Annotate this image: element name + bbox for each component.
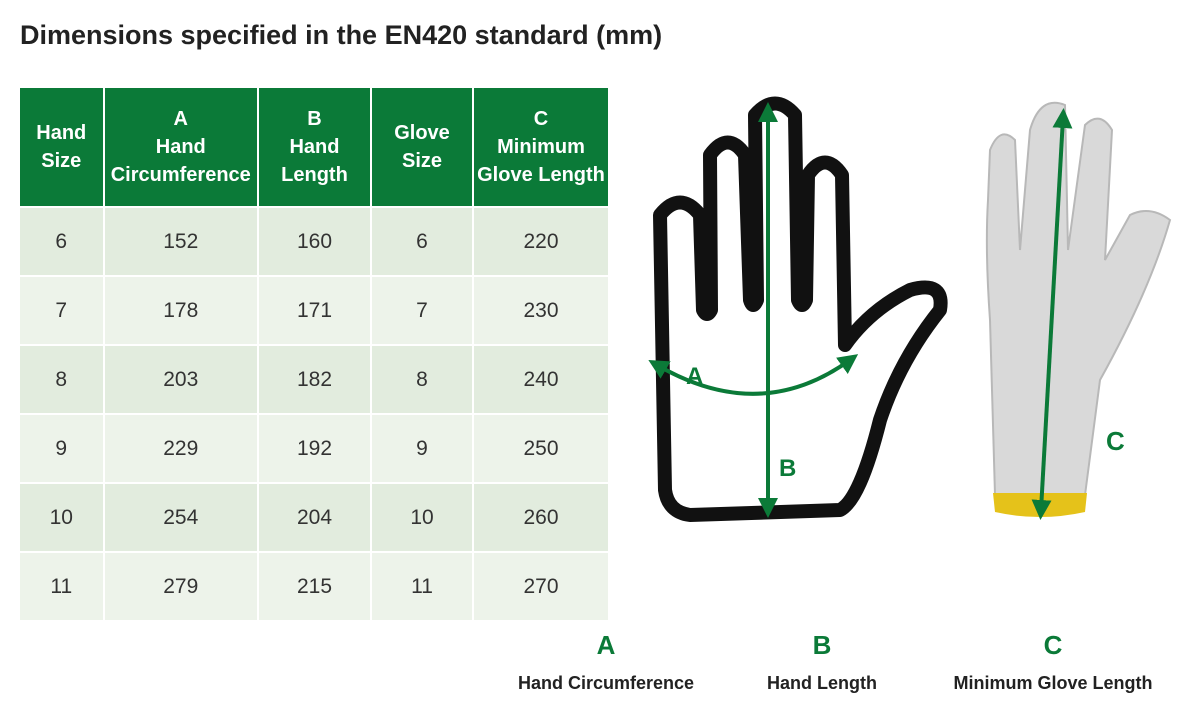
table-cell: 230 <box>472 275 608 345</box>
legend-name: Minimum Glove Length <box>953 673 1153 693</box>
header-cell: A Hand Circumference <box>102 88 258 207</box>
table-cell: 152 <box>102 206 258 276</box>
table-cell: 178 <box>102 275 258 345</box>
legend-letter: C <box>1043 630 1063 660</box>
legend-letter: A <box>596 630 616 660</box>
table-cell: 6 <box>369 206 474 276</box>
table-cell: 8 <box>20 344 104 414</box>
table-cell: 270 <box>472 551 608 620</box>
legend-item: A Hand Circumference <box>476 630 736 694</box>
table-cell: 171 <box>256 275 371 345</box>
arrow-c <box>1031 108 1073 520</box>
header-line: C <box>533 108 549 130</box>
table-cell: 260 <box>472 482 608 552</box>
table-cell: 10 <box>20 482 104 552</box>
header-row: Hand Size A Hand Circumference B Hand Length Glo… <box>20 88 608 207</box>
header-cell: Glove Size <box>369 88 474 207</box>
table-cell: 10 <box>369 482 474 552</box>
arrow-a <box>648 354 859 396</box>
label-c: C <box>1106 426 1125 456</box>
size-table: Hand Size A Hand Circumference B Hand Length Glo… <box>20 88 608 620</box>
table-row: 6 152 160 6 220 <box>20 206 608 276</box>
table-cell: 204 <box>256 482 371 552</box>
header-line: Circumference <box>110 164 251 186</box>
table-cell: 254 <box>102 482 258 552</box>
header-line: Hand <box>36 122 87 144</box>
table-row: 11 279 215 11 270 <box>20 551 608 620</box>
table-cell: 203 <box>102 344 258 414</box>
table-cell: 7 <box>369 275 474 345</box>
table-cell: 240 <box>472 344 608 414</box>
table-cell: 9 <box>20 413 104 483</box>
table-cell: 9 <box>369 413 474 483</box>
table-cell: 250 <box>472 413 608 483</box>
legend-item: C Minimum Glove Length <box>923 630 1183 694</box>
glove <box>985 101 1172 496</box>
header-line: Glove Length <box>477 164 605 186</box>
table-row: 9 229 192 9 250 <box>20 413 608 483</box>
header-line: Length <box>281 164 348 186</box>
hand-outline <box>653 96 948 522</box>
label-b: B <box>779 455 796 482</box>
header-line: Glove <box>394 122 450 144</box>
table-cell: 11 <box>369 551 474 620</box>
table-cell: 7 <box>20 275 104 345</box>
title: Dimensions specified in the EN420 standa… <box>20 20 663 50</box>
header-line: Size <box>401 150 443 172</box>
header-line: A <box>173 108 188 130</box>
header-line: Hand <box>155 136 206 158</box>
table-cell: 220 <box>472 206 608 276</box>
table-cell: 160 <box>256 206 371 276</box>
header-line: Minimum <box>497 136 585 158</box>
table-row: 8 203 182 8 240 <box>20 344 608 414</box>
legend-letter: B <box>812 630 832 660</box>
table-cell: 279 <box>102 551 258 620</box>
header-line: Hand <box>289 136 340 158</box>
header-cell: Hand Size <box>20 88 104 207</box>
legend-name: Hand Length <box>767 673 877 693</box>
table-cell: 182 <box>256 344 371 414</box>
table-cell: 6 <box>20 206 104 276</box>
header-line: B <box>307 108 322 130</box>
legend-name: Hand Circumference <box>517 673 695 693</box>
table-row: 7 178 171 7 230 <box>20 275 608 345</box>
table-cell: 8 <box>369 344 474 414</box>
header-line: Size <box>41 150 82 172</box>
legend-item: B Hand Length <box>692 630 952 694</box>
label-a: A <box>686 363 703 390</box>
table-row: 10 254 204 10 260 <box>20 482 608 552</box>
table-cell: 229 <box>102 413 258 483</box>
header-cell: B Hand Length <box>256 88 371 207</box>
table-cell: 215 <box>256 551 371 620</box>
table-cell: 192 <box>256 413 371 483</box>
table-body: 6 152 160 6 220 7 178 171 7 230 8 203 182 8 240 9 229 192… <box>20 206 608 620</box>
table-cell: 11 <box>20 551 104 620</box>
header-cell: C Minimum Glove Length <box>472 88 608 207</box>
